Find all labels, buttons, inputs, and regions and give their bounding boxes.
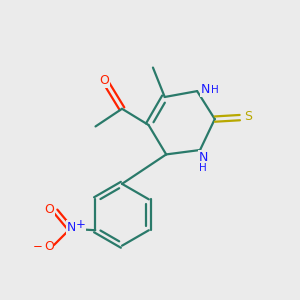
Text: N: N [198,151,208,164]
Text: O: O [99,74,109,87]
Text: H: H [212,85,219,94]
Text: N: N [201,83,210,96]
Text: H: H [199,163,207,173]
Text: N: N [67,221,76,234]
Text: +: + [76,218,85,231]
Text: O: O [44,240,54,253]
Text: −: − [33,240,43,253]
Text: O: O [44,203,54,216]
Text: S: S [244,110,252,123]
